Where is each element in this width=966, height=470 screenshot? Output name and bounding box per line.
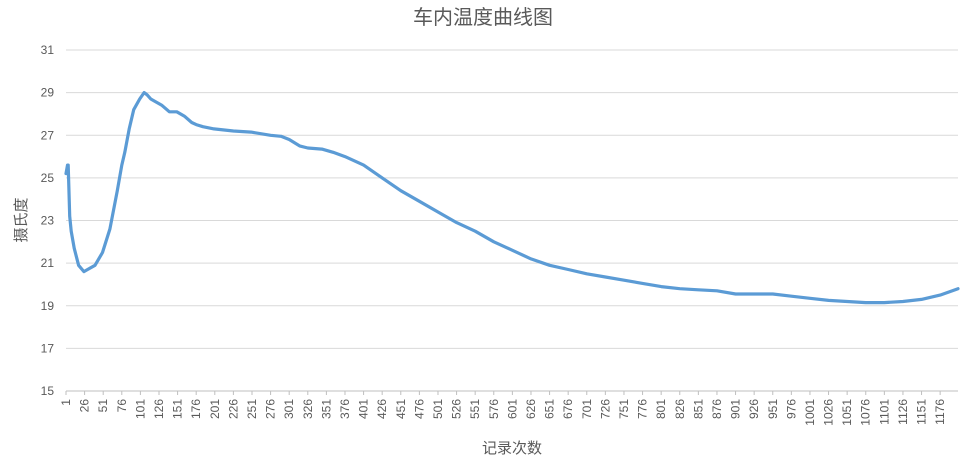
x-tick-label: 1126 bbox=[896, 399, 910, 425]
x-tick-label: 51 bbox=[96, 399, 110, 413]
x-tick-label: 976 bbox=[784, 399, 798, 419]
x-tick-label: 251 bbox=[245, 399, 259, 419]
x-tick-label: 26 bbox=[78, 399, 92, 413]
x-tick-label: 376 bbox=[338, 399, 352, 419]
x-tick-label: 776 bbox=[636, 399, 650, 419]
y-tick-label: 31 bbox=[41, 43, 55, 57]
x-tick-label: 451 bbox=[394, 399, 408, 419]
x-tick-label: 901 bbox=[729, 399, 743, 419]
y-tick-label: 19 bbox=[41, 299, 55, 313]
x-tick-label: 876 bbox=[710, 399, 724, 419]
x-tick-label: 926 bbox=[747, 399, 761, 419]
x-tick-label: 426 bbox=[375, 399, 389, 419]
x-tick-label: 801 bbox=[654, 399, 668, 419]
x-tick-label: 326 bbox=[301, 399, 315, 419]
y-tick-label: 29 bbox=[41, 86, 55, 100]
x-tick-label: 351 bbox=[319, 399, 333, 419]
x-tick-label: 626 bbox=[524, 399, 538, 419]
x-tick-label: 751 bbox=[617, 399, 631, 419]
y-axis-label: 摄氏度 bbox=[12, 197, 30, 242]
x-axis-label: 记录次数 bbox=[482, 439, 542, 457]
x-tick-label: 551 bbox=[468, 399, 482, 419]
y-tick-label: 25 bbox=[41, 171, 55, 185]
x-tick-label: 726 bbox=[598, 399, 612, 419]
x-tick-label: 276 bbox=[264, 399, 278, 419]
x-tick-label: 1151 bbox=[915, 399, 929, 425]
x-tick-label: 951 bbox=[766, 399, 780, 419]
y-axis-ticks: 15 17 19 21 23 25 27 29 31 bbox=[41, 43, 55, 398]
y-tick-label: 17 bbox=[41, 341, 55, 355]
x-tick-label: 226 bbox=[226, 399, 240, 419]
x-tick-label: 401 bbox=[357, 399, 371, 419]
x-tick-label: 501 bbox=[431, 399, 445, 419]
x-tick-label: 1 bbox=[59, 399, 73, 406]
x-tick-label: 76 bbox=[115, 399, 129, 413]
x-tick-label: 826 bbox=[673, 399, 687, 419]
y-tick-label: 27 bbox=[41, 128, 55, 142]
x-tick-label: 601 bbox=[505, 399, 519, 419]
x-tick-label: 1076 bbox=[859, 399, 873, 426]
x-tick-label: 1051 bbox=[840, 399, 854, 426]
x-tick-label: 176 bbox=[189, 399, 203, 419]
x-tick-label: 701 bbox=[580, 399, 594, 419]
y-tick-label: 15 bbox=[41, 384, 55, 398]
y-tick-label: 21 bbox=[41, 256, 55, 270]
x-tick-label: 651 bbox=[543, 399, 557, 419]
x-tick-label: 576 bbox=[487, 399, 501, 419]
x-tick-label: 851 bbox=[691, 399, 705, 419]
x-tick-label: 1001 bbox=[803, 399, 817, 426]
x-tick-label: 151 bbox=[171, 399, 185, 419]
x-tick-label: 201 bbox=[208, 399, 222, 419]
x-tick-label: 476 bbox=[412, 399, 426, 419]
temperature-series-line bbox=[64, 91, 960, 305]
x-axis-ticks: 1 26 51 76 101 126 151 176 201 226 251 276 301 326 351… bbox=[59, 391, 947, 426]
x-tick-label: 1176 bbox=[933, 399, 947, 425]
x-tick-label: 126 bbox=[152, 399, 166, 419]
chart-title: 车内温度曲线图 bbox=[413, 5, 553, 29]
x-tick-label: 1026 bbox=[822, 399, 836, 426]
x-tick-label: 301 bbox=[282, 399, 296, 419]
x-tick-label: 526 bbox=[450, 399, 464, 419]
x-tick-label: 101 bbox=[133, 399, 147, 419]
gridlines bbox=[66, 49, 958, 349]
x-tick-label: 1101 bbox=[877, 399, 891, 425]
y-tick-label: 23 bbox=[41, 214, 55, 228]
x-tick-label: 676 bbox=[561, 399, 575, 419]
